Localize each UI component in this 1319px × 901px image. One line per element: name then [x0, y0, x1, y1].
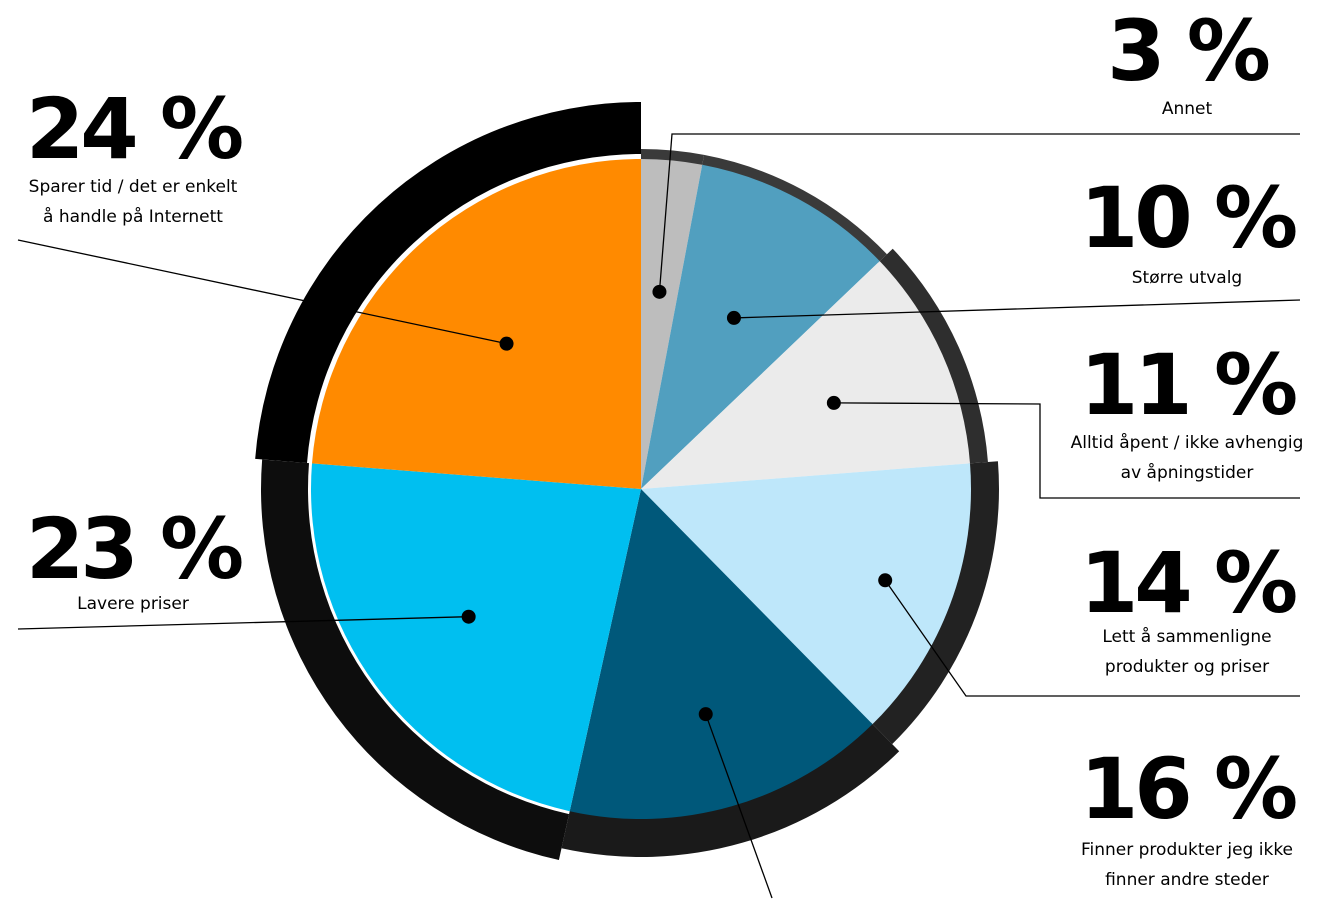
category-label-lett-a-sammenligne-line1: Lett å sammenligne: [1102, 626, 1271, 647]
percent-label-annet: 3 %: [1107, 2, 1269, 100]
ring-segment-sparer-tid: [255, 102, 641, 463]
category-label-lavere-priser: Lavere priser: [77, 594, 189, 614]
pie-slice-lett-a-sammenligne: [641, 463, 971, 725]
leader-dot-lavere-priser: [461, 609, 476, 624]
pie-slice-storre-utvalg: [641, 164, 880, 490]
leader-dot-sparer-tid: [499, 336, 514, 351]
category-label-storre-utvalg: Større utvalg: [1132, 268, 1242, 288]
ring-segment-finner-produkter: [561, 722, 900, 857]
category-label-annet: Annet: [1162, 99, 1213, 119]
leader-dot-lett-a-sammenligne: [878, 573, 893, 588]
ring-segment-annet: [641, 149, 705, 167]
leader-line-lett-a-sammenligne: [884, 579, 1300, 697]
leader-line-lavere-priser: [17, 616, 469, 630]
leader-line-storre-utvalg: [733, 299, 1301, 319]
leader-dot-storre-utvalg: [726, 310, 741, 325]
category-label-finner-produkter-line2: finner andre steder: [1105, 870, 1269, 890]
category-label-alltid-apent-line2: av åpningstider: [1121, 462, 1254, 483]
leader-line-finner-produkter: [705, 713, 773, 899]
pie-slices: [311, 159, 971, 819]
ring-segment-lavere-priser: [260, 459, 570, 861]
pie-slice-annet: [641, 159, 703, 489]
category-label-lett-a-sammenligne-line2: produkter og priser: [1105, 657, 1269, 677]
category-label-finner-produkter-line1: Finner produkter jeg ikke: [1081, 840, 1293, 860]
leader-line-sparer-tid: [17, 239, 507, 345]
percent-label-alltid-apent: 11 %: [1080, 336, 1296, 434]
percent-label-storre-utvalg: 10 %: [1080, 169, 1296, 267]
pie-slice-lavere-priser: [311, 463, 641, 812]
leader-dot-annet: [652, 284, 667, 299]
leader-lines: [17, 133, 1301, 899]
pie-slice-alltid-apent: [641, 261, 971, 489]
leader-dot-alltid-apent: [826, 395, 841, 410]
category-label-sparer-tid-line2: å handle på Internett: [43, 206, 223, 227]
percent-label-finner-produkter: 16 %: [1080, 740, 1296, 838]
leader-line-alltid-apent: [833, 402, 1300, 499]
category-label-alltid-apent-line1: Alltid åpent / ikke avhengig: [1071, 432, 1304, 453]
category-label-sparer-tid-line1: Sparer tid / det er enkelt: [29, 177, 238, 197]
pie-slice-sparer-tid: [311, 159, 641, 489]
percent-label-lavere-priser: 23 %: [26, 500, 242, 598]
pie-slice-finner-produkter: [569, 489, 873, 819]
leader-dot-finner-produkter: [698, 707, 713, 722]
leader-line-annet: [658, 133, 1300, 292]
percent-label-lett-a-sammenligne: 14 %: [1080, 534, 1296, 632]
percent-label-sparer-tid: 24 %: [26, 80, 242, 178]
